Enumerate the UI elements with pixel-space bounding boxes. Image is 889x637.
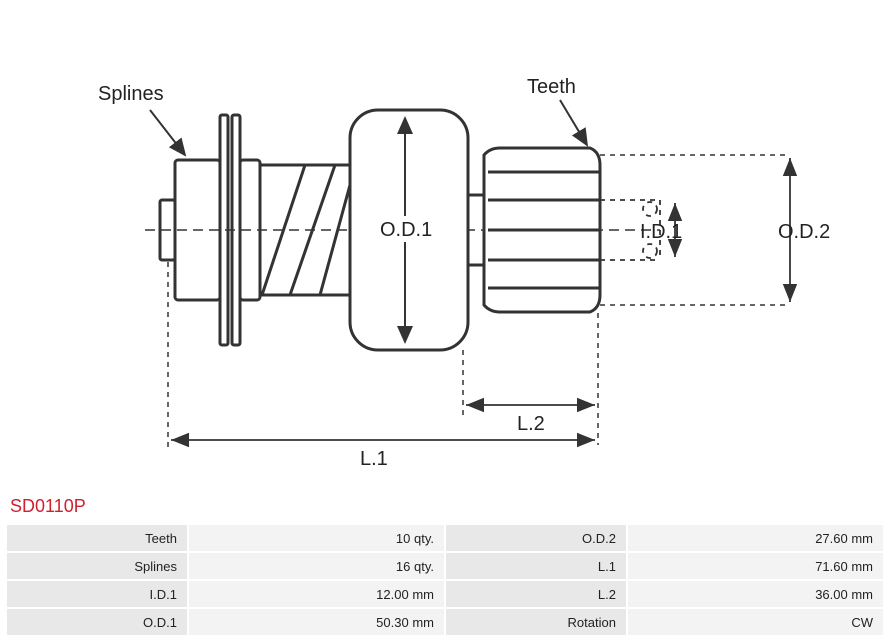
part-number: SD0110P	[0, 496, 889, 517]
technical-diagram: Splines Teeth O.D.1 I.D.1	[0, 0, 889, 490]
svg-text:O.D.1: O.D.1	[380, 219, 432, 241]
table-row: Teeth 10 qty. O.D.2 27.60 mm	[7, 525, 883, 551]
spec-value: 12.00 mm	[189, 581, 444, 607]
spec-table: Teeth 10 qty. O.D.2 27.60 mm Splines 16 …	[5, 523, 885, 637]
spec-value: 50.30 mm	[189, 609, 444, 635]
spec-label: Splines	[7, 553, 187, 579]
spec-value: 27.60 mm	[628, 525, 883, 551]
dim-id1: I.D.1	[640, 203, 682, 257]
teeth-callout: Teeth	[527, 76, 587, 145]
spec-label: O.D.1	[7, 609, 187, 635]
splines-callout: Splines	[98, 83, 185, 155]
spec-label: Rotation	[446, 609, 626, 635]
spec-label: Teeth	[7, 525, 187, 551]
spec-value: 36.00 mm	[628, 581, 883, 607]
spec-label: O.D.2	[446, 525, 626, 551]
svg-text:I.D.1: I.D.1	[640, 221, 682, 243]
spec-label: I.D.1	[7, 581, 187, 607]
spec-label: L.1	[446, 553, 626, 579]
table-row: O.D.1 50.30 mm Rotation CW	[7, 609, 883, 635]
table-row: I.D.1 12.00 mm L.2 36.00 mm	[7, 581, 883, 607]
svg-text:Splines: Splines	[98, 83, 164, 105]
svg-text:L.2: L.2	[517, 413, 545, 435]
spec-label: L.2	[446, 581, 626, 607]
spec-value: 16 qty.	[189, 553, 444, 579]
dim-od2: O.D.2	[778, 158, 830, 302]
svg-text:L.1: L.1	[360, 448, 388, 470]
dim-l2: L.2	[463, 313, 598, 445]
table-row: Splines 16 qty. L.1 71.60 mm	[7, 553, 883, 579]
spec-value: CW	[628, 609, 883, 635]
svg-text:O.D.2: O.D.2	[778, 221, 830, 243]
spec-value: 10 qty.	[189, 525, 444, 551]
spec-value: 71.60 mm	[628, 553, 883, 579]
svg-text:Teeth: Teeth	[527, 76, 576, 98]
